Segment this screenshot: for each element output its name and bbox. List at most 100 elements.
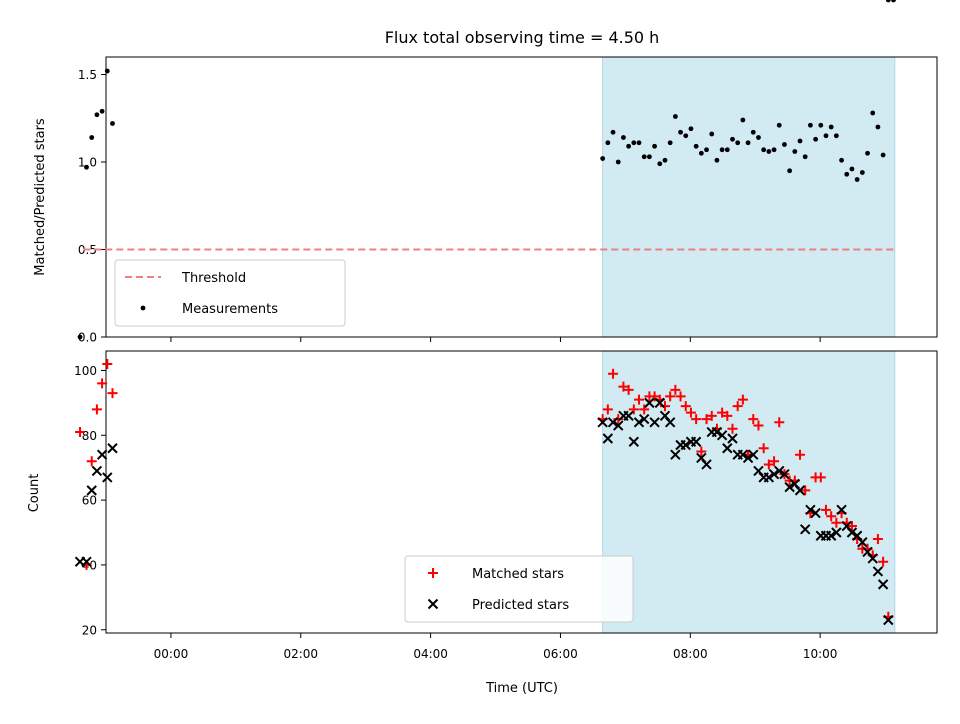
predicted-stars-point bbox=[670, 449, 681, 460]
predicted-stars-point bbox=[96, 449, 108, 460]
measurement-point bbox=[756, 135, 761, 140]
matched-stars-point bbox=[75, 427, 86, 438]
matched-stars-point bbox=[608, 368, 619, 379]
predicted-stars-point bbox=[810, 507, 821, 519]
predicted-stars-point bbox=[742, 452, 754, 464]
top-observing-window bbox=[602, 56, 896, 338]
measurement-point bbox=[865, 150, 870, 156]
matched-stars-point bbox=[753, 420, 764, 431]
predicted-stars-point bbox=[774, 465, 785, 477]
legend-label: Measurements bbox=[182, 302, 278, 317]
matched-stars-point bbox=[722, 410, 733, 421]
measurement-point bbox=[610, 129, 616, 135]
measurement-point bbox=[870, 110, 876, 116]
matched-stars-point bbox=[97, 378, 108, 389]
legend-label: Threshold bbox=[181, 271, 246, 286]
measurement-point bbox=[626, 143, 632, 149]
matched-stars-point bbox=[737, 394, 748, 405]
measurement-point bbox=[740, 117, 746, 123]
measurement-point bbox=[885, 0, 891, 3]
matched-stars-point bbox=[696, 446, 707, 457]
measurement-point bbox=[823, 133, 829, 139]
predicted-stars-point bbox=[664, 417, 676, 428]
matched-stars-point bbox=[675, 391, 686, 402]
measurement-point bbox=[854, 177, 860, 182]
measurement-point bbox=[782, 142, 787, 147]
matched-stars-point bbox=[800, 485, 811, 496]
measurement-point bbox=[839, 157, 844, 163]
matched-stars-point bbox=[91, 404, 102, 415]
predicted-stars-point bbox=[748, 449, 759, 460]
measurement-point bbox=[683, 133, 689, 139]
predicted-stars-point bbox=[763, 472, 775, 483]
x-tick-label: 04:00 bbox=[413, 647, 448, 661]
predicted-stars-point bbox=[872, 566, 884, 577]
predicted-stars-point bbox=[794, 485, 806, 496]
matched-stars-point bbox=[649, 391, 660, 402]
measurement-point bbox=[94, 112, 100, 118]
measurement-point bbox=[672, 114, 678, 119]
predicted-stars-point bbox=[737, 449, 749, 460]
matched-stars-point bbox=[691, 414, 702, 425]
matched-stars-point bbox=[670, 384, 681, 395]
measurement-point bbox=[678, 129, 683, 135]
matched-stars-point bbox=[685, 407, 696, 418]
measurement-point bbox=[750, 129, 756, 135]
bottom-y-tick-label: 100 bbox=[74, 364, 97, 378]
predicted-stars-point bbox=[107, 443, 118, 454]
bottom-observing-window bbox=[602, 350, 896, 634]
predicted-stars-point bbox=[649, 417, 660, 428]
matched-stars-point bbox=[680, 401, 691, 412]
predicted-stars-point bbox=[877, 579, 889, 590]
predicted-stars-point bbox=[607, 417, 619, 428]
measurement-point bbox=[719, 147, 725, 153]
legend-matched-swatch bbox=[428, 568, 438, 578]
matched-stars-point bbox=[102, 358, 113, 369]
predicted-stars-point bbox=[690, 436, 702, 447]
predicted-stars-point bbox=[86, 485, 97, 496]
top-axes-frame bbox=[105, 56, 938, 338]
chart-title: Flux total observing time = 4.50 h bbox=[385, 28, 660, 47]
matched-stars-point bbox=[820, 504, 831, 515]
predicted-stars-point bbox=[768, 468, 780, 480]
top-legend-box bbox=[114, 259, 346, 327]
measurement-point bbox=[787, 168, 793, 174]
measurement-point bbox=[828, 124, 834, 130]
measurement-point bbox=[621, 135, 626, 140]
predicted-stars-point bbox=[633, 417, 645, 428]
measurement-point bbox=[99, 108, 105, 114]
measurement-point bbox=[110, 121, 115, 126]
legend-label: Matched stars bbox=[472, 567, 564, 582]
measurement-point bbox=[667, 140, 673, 146]
measurement-point bbox=[730, 136, 735, 142]
measurement-point bbox=[724, 147, 730, 153]
measurement-point bbox=[104, 68, 110, 74]
x-tick-label: 06:00 bbox=[543, 647, 578, 661]
top-y-tick-label: 0.0 bbox=[78, 331, 97, 345]
data-layer bbox=[75, 0, 896, 626]
measurement-point bbox=[636, 140, 642, 146]
predicted-stars-point bbox=[722, 443, 733, 454]
legend-label: Predicted stars bbox=[472, 598, 569, 613]
measurement-point bbox=[802, 154, 808, 160]
bottom-legend-box bbox=[404, 555, 634, 623]
matched-stars-point bbox=[665, 391, 676, 402]
predicted-stars-point bbox=[883, 614, 894, 626]
measurement-point bbox=[77, 334, 83, 340]
predicted-stars-point bbox=[831, 527, 842, 538]
predicted-stars-point bbox=[867, 553, 878, 564]
predicted-stars-point bbox=[800, 524, 811, 535]
matched-stars-point bbox=[86, 456, 97, 467]
measurement-point bbox=[714, 157, 720, 163]
x-tick-label: 08:00 bbox=[673, 647, 708, 661]
matched-stars-point bbox=[727, 423, 738, 434]
measurement-point bbox=[849, 166, 855, 172]
measurement-point bbox=[891, 0, 896, 3]
measurement-point bbox=[880, 152, 886, 158]
predicted-stars-point bbox=[91, 465, 103, 477]
measurement-point bbox=[688, 126, 694, 132]
measurement-point bbox=[615, 159, 621, 165]
x-axis-label: Time (UTC) bbox=[485, 681, 558, 696]
predicted-stars-point bbox=[628, 436, 640, 447]
